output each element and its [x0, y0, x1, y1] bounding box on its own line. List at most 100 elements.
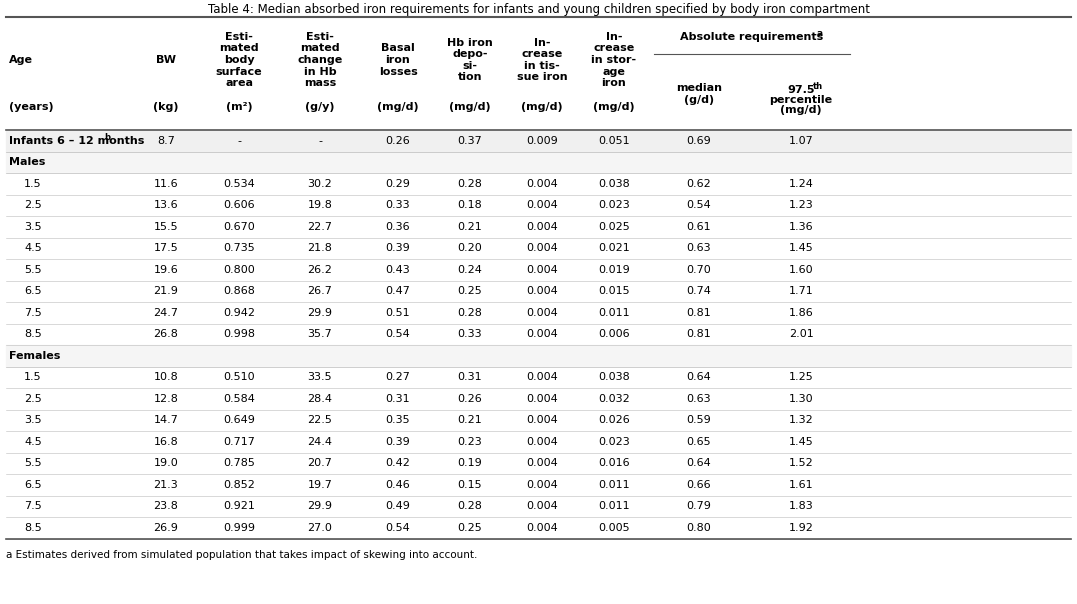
Text: 0.606: 0.606 — [223, 201, 255, 210]
Text: th: th — [813, 82, 823, 91]
Text: 21.9: 21.9 — [154, 286, 179, 296]
Text: (mg/d): (mg/d) — [449, 103, 491, 112]
Text: 14.7: 14.7 — [154, 416, 179, 425]
Text: 23.8: 23.8 — [154, 501, 179, 511]
Text: (years): (years) — [9, 103, 54, 112]
Text: 1.32: 1.32 — [788, 416, 813, 425]
Text: 29.9: 29.9 — [308, 501, 333, 511]
Text: 0.47: 0.47 — [386, 286, 410, 296]
Text: 0.64: 0.64 — [687, 458, 712, 468]
Text: 0.29: 0.29 — [386, 179, 410, 188]
Text: 0.785: 0.785 — [223, 458, 255, 468]
Bar — [6, 259, 1071, 280]
Text: 0.005: 0.005 — [598, 522, 630, 533]
Text: 7.5: 7.5 — [24, 501, 42, 511]
Text: 0.27: 0.27 — [386, 372, 410, 382]
Text: 0.28: 0.28 — [458, 179, 482, 188]
Bar — [6, 431, 1071, 452]
Text: 27.0: 27.0 — [308, 522, 333, 533]
Text: (mg/d): (mg/d) — [593, 103, 634, 112]
Bar — [6, 152, 1071, 173]
Text: Hb iron
depo-
si-
tion: Hb iron depo- si- tion — [447, 37, 493, 82]
Text: 4.5: 4.5 — [24, 243, 42, 253]
Text: 0.25: 0.25 — [458, 286, 482, 296]
Text: 0.21: 0.21 — [458, 222, 482, 232]
Text: 0.36: 0.36 — [386, 222, 410, 232]
Text: 0.038: 0.038 — [598, 372, 630, 382]
Text: 0.004: 0.004 — [527, 501, 558, 511]
Bar — [6, 388, 1071, 410]
Text: 0.54: 0.54 — [687, 201, 712, 210]
Text: 6.5: 6.5 — [24, 286, 42, 296]
Text: 0.37: 0.37 — [458, 136, 482, 146]
Text: 0.032: 0.032 — [598, 394, 630, 403]
Text: 0.011: 0.011 — [598, 308, 630, 318]
Text: 0.61: 0.61 — [687, 222, 711, 232]
Text: 0.921: 0.921 — [223, 501, 255, 511]
Text: 0.18: 0.18 — [458, 201, 482, 210]
Text: 97.5: 97.5 — [787, 85, 814, 95]
Text: 21.8: 21.8 — [308, 243, 333, 253]
Text: 0.004: 0.004 — [527, 201, 558, 210]
Text: 0.510: 0.510 — [223, 372, 255, 382]
Text: 1.71: 1.71 — [788, 286, 813, 296]
Text: Esti-
mated
change
in Hb
mass: Esti- mated change in Hb mass — [297, 32, 342, 88]
Text: Females: Females — [9, 351, 60, 361]
Text: 4.5: 4.5 — [24, 437, 42, 447]
Text: 0.59: 0.59 — [687, 416, 712, 425]
Text: 0.33: 0.33 — [458, 329, 482, 339]
Text: 0.81: 0.81 — [687, 329, 712, 339]
Text: 1.5: 1.5 — [24, 372, 42, 382]
Text: 0.54: 0.54 — [386, 329, 410, 339]
Text: 0.004: 0.004 — [527, 308, 558, 318]
Text: 0.64: 0.64 — [687, 372, 712, 382]
Text: 0.868: 0.868 — [223, 286, 255, 296]
Text: 1.5: 1.5 — [24, 179, 42, 188]
Text: 0.998: 0.998 — [223, 329, 255, 339]
Bar — [6, 194, 1071, 216]
Text: 1.92: 1.92 — [788, 522, 813, 533]
Text: 2.5: 2.5 — [24, 394, 42, 403]
Text: 0.004: 0.004 — [527, 394, 558, 403]
Bar — [6, 237, 1071, 259]
Text: -: - — [318, 136, 322, 146]
Text: 16.8: 16.8 — [154, 437, 179, 447]
Text: 0.49: 0.49 — [386, 501, 410, 511]
Text: BW: BW — [156, 55, 176, 65]
Text: 0.51: 0.51 — [386, 308, 410, 318]
Text: 1.36: 1.36 — [788, 222, 813, 232]
Text: 24.4: 24.4 — [308, 437, 333, 447]
Text: 1.45: 1.45 — [788, 243, 813, 253]
Text: 0.33: 0.33 — [386, 201, 410, 210]
Bar — [6, 280, 1071, 302]
Text: 0.016: 0.016 — [598, 458, 630, 468]
Text: 0.023: 0.023 — [598, 437, 630, 447]
Text: 8.7: 8.7 — [157, 136, 174, 146]
Text: 8.5: 8.5 — [24, 522, 42, 533]
Text: (mg/d): (mg/d) — [780, 106, 822, 115]
Text: 24.7: 24.7 — [154, 308, 179, 318]
Text: 0.004: 0.004 — [527, 522, 558, 533]
Text: 13.6: 13.6 — [154, 201, 179, 210]
Text: 0.852: 0.852 — [223, 480, 255, 490]
Bar — [6, 410, 1071, 431]
Text: 1.45: 1.45 — [788, 437, 813, 447]
Text: 0.670: 0.670 — [223, 222, 255, 232]
Text: 0.20: 0.20 — [458, 243, 482, 253]
Text: Males: Males — [9, 157, 45, 167]
Text: Basal
iron
losses: Basal iron losses — [379, 43, 418, 77]
Text: 19.7: 19.7 — [308, 480, 333, 490]
Text: 0.70: 0.70 — [687, 265, 712, 275]
Text: 0.42: 0.42 — [386, 458, 410, 468]
Text: Infants 6 – 12 months: Infants 6 – 12 months — [9, 136, 144, 146]
Text: 0.65: 0.65 — [687, 437, 711, 447]
Text: 21.3: 21.3 — [154, 480, 179, 490]
Text: 0.023: 0.023 — [598, 201, 630, 210]
Text: 0.004: 0.004 — [527, 416, 558, 425]
Bar — [6, 216, 1071, 237]
Text: 20.7: 20.7 — [308, 458, 333, 468]
Text: 0.025: 0.025 — [598, 222, 630, 232]
Text: 0.39: 0.39 — [386, 243, 410, 253]
Text: 2.5: 2.5 — [24, 201, 42, 210]
Text: 0.25: 0.25 — [458, 522, 482, 533]
